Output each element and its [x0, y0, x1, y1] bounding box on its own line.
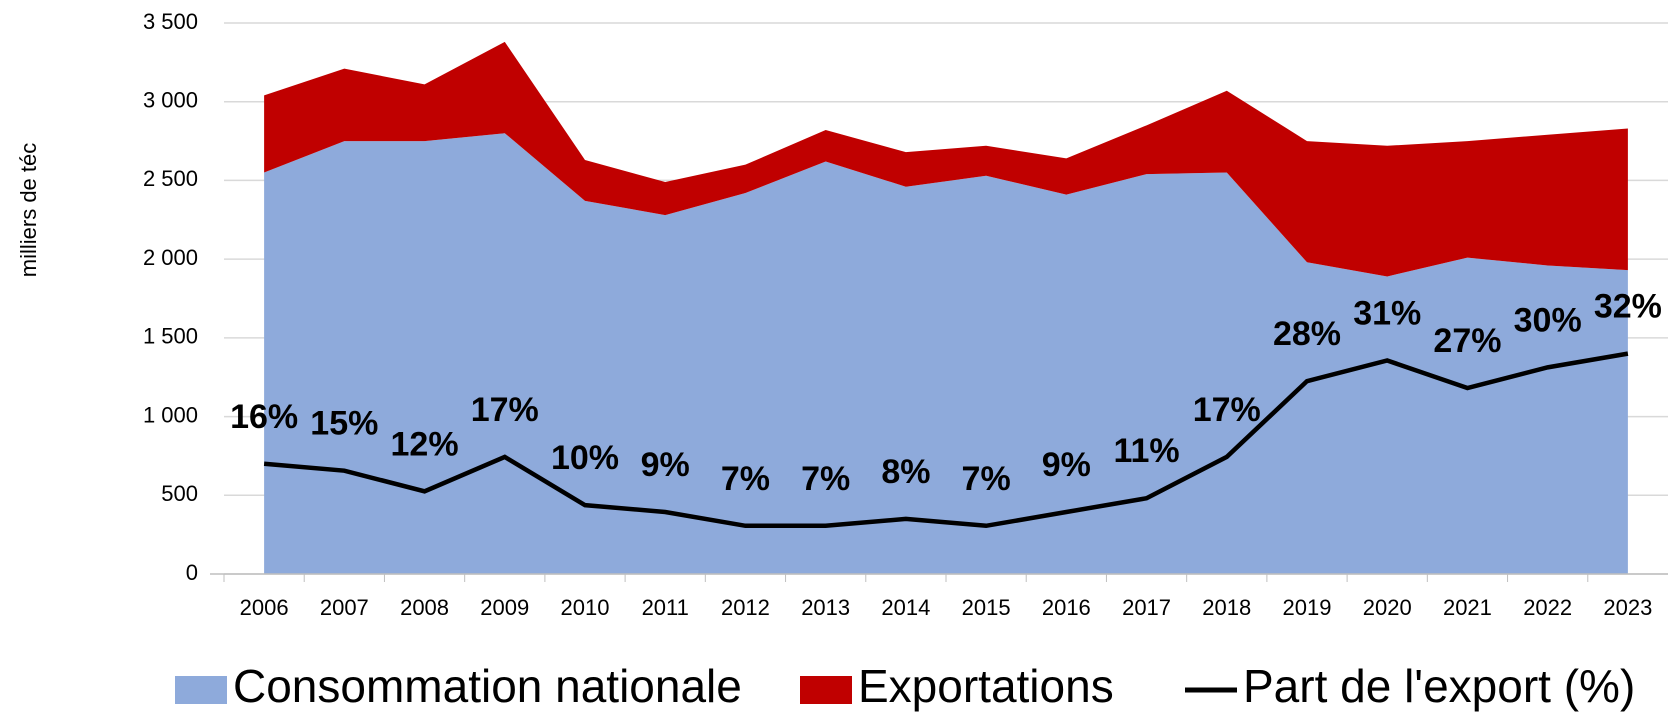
data-label: 9% — [641, 446, 690, 484]
line — [263, 351, 1629, 529]
data-label: 7% — [962, 460, 1011, 498]
legend-label: Consommation nationale — [233, 660, 742, 712]
data-label: 7% — [801, 460, 850, 498]
x-tick-label: 2014 — [881, 595, 930, 620]
y-tick-label: 3 000 — [143, 88, 198, 113]
data-label: 8% — [881, 453, 930, 491]
y-tick-label: 2 000 — [143, 245, 198, 270]
data-label: 16% — [230, 398, 298, 436]
y-axis-label: milliers de téc — [16, 143, 41, 277]
x-tick-label: 2013 — [801, 595, 850, 620]
data-label: 9% — [1042, 446, 1091, 484]
legend-label: Part de l'export (%) — [1243, 660, 1635, 712]
area — [264, 133, 1628, 574]
data-label: 27% — [1433, 322, 1501, 360]
data-label: 12% — [391, 425, 459, 463]
data-label: 28% — [1273, 315, 1341, 353]
legend-label: Exportations — [858, 660, 1114, 712]
x-tick-label: 2015 — [962, 595, 1011, 620]
x-tick-label: 2007 — [320, 595, 369, 620]
legend-swatch — [175, 676, 227, 704]
x-tick-label: 2022 — [1523, 595, 1572, 620]
x-tick-label: 2017 — [1122, 595, 1171, 620]
data-label: 31% — [1353, 294, 1421, 332]
x-tick-label: 2009 — [480, 595, 529, 620]
legend-swatch — [800, 676, 852, 704]
x-tick-label: 2019 — [1283, 595, 1332, 620]
data-label: 30% — [1514, 301, 1582, 339]
data-label: 15% — [310, 405, 378, 443]
x-tick-label: 2020 — [1363, 595, 1412, 620]
data-label: 11% — [1113, 432, 1179, 470]
data-label: 7% — [721, 460, 770, 498]
x-tick-label: 2011 — [642, 595, 689, 620]
x-tick-label: 2012 — [721, 595, 770, 620]
data-label: 17% — [471, 391, 539, 429]
x-tick-label: 2021 — [1443, 595, 1492, 620]
y-tick-label: 1 000 — [143, 402, 198, 427]
area — [264, 41, 1628, 277]
y-tick-label: 500 — [161, 481, 198, 506]
y-tick-label: 0 — [186, 560, 198, 585]
y-tick-label: 3 500 — [143, 9, 198, 34]
data-label: 10% — [551, 439, 619, 477]
x-tick-label: 2023 — [1603, 595, 1652, 620]
x-tick-label: 2010 — [561, 595, 610, 620]
y-tick-label: 2 500 — [143, 166, 198, 191]
data-label: 32% — [1594, 288, 1662, 326]
x-tick-label: 2008 — [400, 595, 449, 620]
x-tick-label: 2016 — [1042, 595, 1091, 620]
x-tick-label: 2006 — [240, 595, 289, 620]
x-tick-label: 2018 — [1202, 595, 1251, 620]
data-label: 17% — [1193, 391, 1261, 429]
y-tick-label: 1 500 — [143, 324, 198, 349]
